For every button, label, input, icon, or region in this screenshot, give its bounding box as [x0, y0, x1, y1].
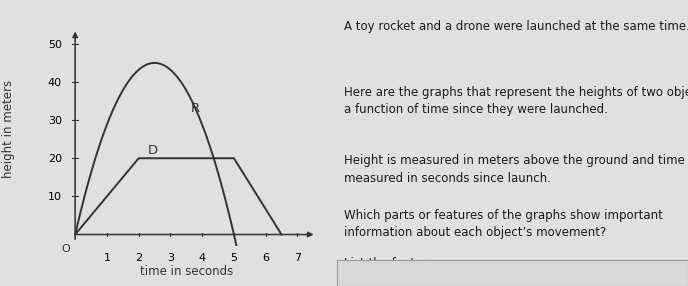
Text: time in seconds: time in seconds: [140, 265, 233, 278]
Text: height in meters: height in meters: [2, 80, 14, 178]
Text: Which parts or features of the graphs show important
information about each obje: Which parts or features of the graphs sh…: [344, 209, 663, 239]
Text: R: R: [191, 102, 200, 116]
Text: D: D: [148, 144, 158, 157]
Text: O: O: [61, 244, 70, 254]
Text: A toy rocket and a drone were launched at the same time.: A toy rocket and a drone were launched a…: [344, 20, 688, 33]
Text: Here are the graphs that represent the heights of two objects as
a function of t: Here are the graphs that represent the h…: [344, 86, 688, 116]
Text: ▶: ▶: [600, 259, 610, 272]
Text: Height is measured in meters above the ground and time is
measured in seconds si: Height is measured in meters above the g…: [344, 154, 688, 185]
Text: List the features.: List the features.: [344, 257, 444, 270]
